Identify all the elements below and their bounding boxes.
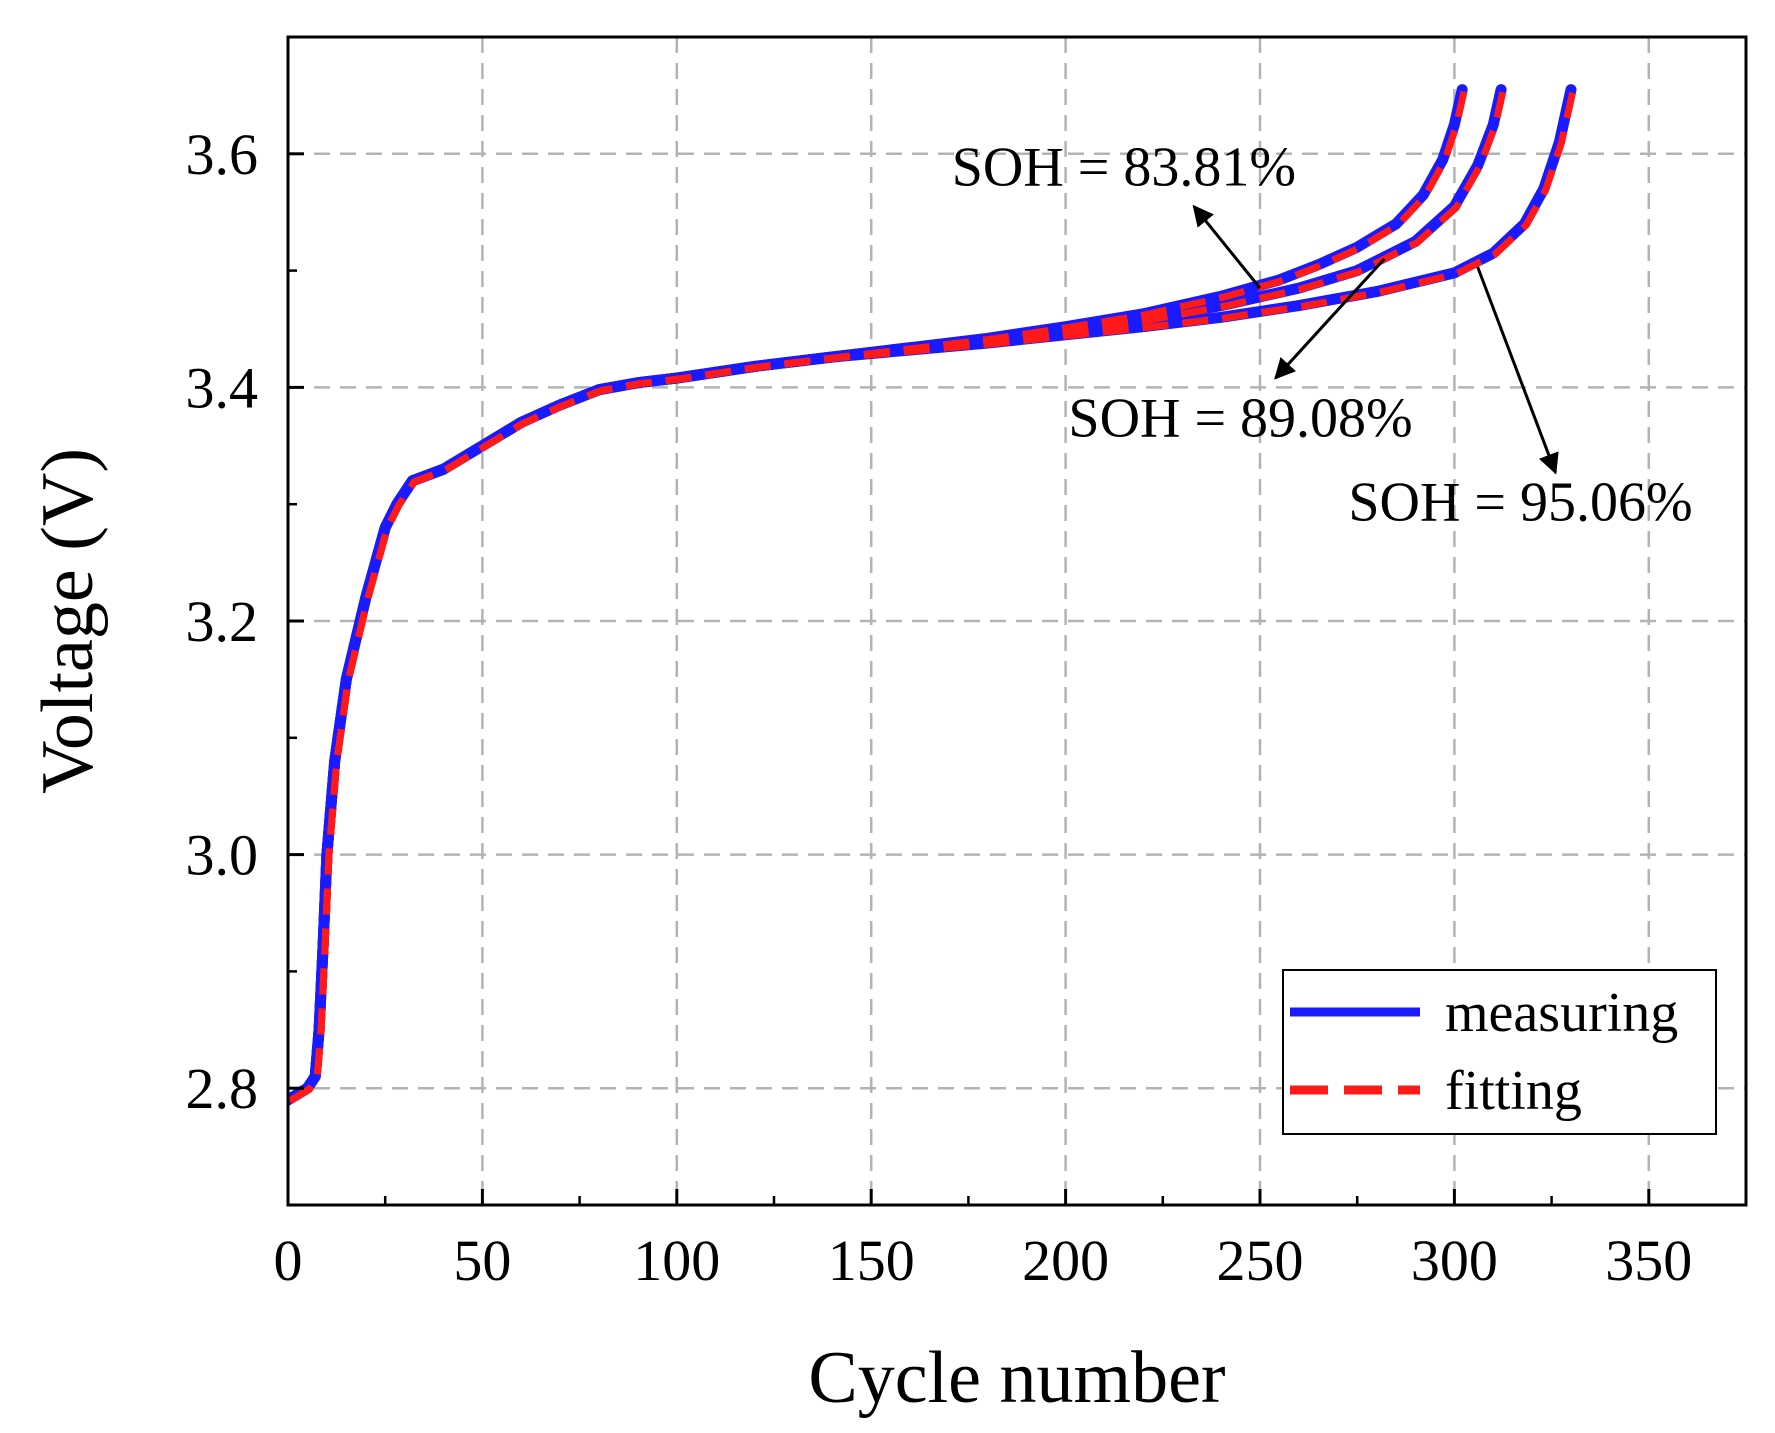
measuring-curve-3	[288, 84, 1577, 1106]
grid-lines	[288, 37, 1746, 1205]
legend: measuring fitting	[1282, 969, 1717, 1135]
legend-label-measuring: measuring	[1445, 982, 1678, 1044]
measuring-curve-1	[288, 84, 1468, 1106]
y-tick-label: 3.2	[186, 589, 259, 654]
soh-arrow-1	[1192, 204, 1262, 290]
soh-label-2: SOH = 89.08%	[1068, 388, 1412, 450]
x-tick-label: 350	[1605, 1228, 1692, 1293]
soh-arrow-2	[1274, 257, 1386, 380]
legend-label-fitting: fitting	[1445, 1060, 1582, 1122]
y-axis-title: Voltage (V)	[27, 448, 109, 794]
y-tick-label: 3.0	[186, 823, 259, 888]
soh-label-1: SOH = 83.81%	[952, 136, 1296, 198]
y-tick-label: 3.4	[186, 355, 259, 420]
fitting-curve-3	[288, 89, 1577, 1104]
x-tick-label: 200	[1022, 1228, 1109, 1293]
y-tick-label: 2.8	[186, 1056, 259, 1121]
x-tick-label: 300	[1411, 1228, 1498, 1293]
x-tick-label: 150	[828, 1228, 915, 1293]
axis-ticks	[286, 152, 1651, 1205]
measuring-curve-2	[288, 84, 1507, 1106]
legend-box	[1282, 969, 1717, 1135]
data-curves	[288, 84, 1577, 1106]
x-tick-label: 100	[633, 1228, 720, 1293]
soh-annotations: SOH = 83.81% SOH = 89.08% SOH = 95.06%	[952, 136, 1693, 533]
soh-arrow-3	[1476, 266, 1559, 475]
y-tick-label: 3.6	[186, 122, 259, 187]
fitting-curve-1	[288, 89, 1468, 1104]
soh-label-3: SOH = 95.06%	[1348, 472, 1692, 534]
fitting-curve-2	[288, 89, 1507, 1104]
x-tick-label: 250	[1217, 1228, 1304, 1293]
x-tick-label: 50	[453, 1228, 511, 1293]
axis-tick-labels: 0 50 100 150 200 250 300 350 2.8 3.0 3.2 3.4 3.6	[186, 122, 1693, 1293]
x-axis-title: Cycle number	[808, 1337, 1225, 1419]
x-tick-label: 0	[274, 1228, 303, 1293]
